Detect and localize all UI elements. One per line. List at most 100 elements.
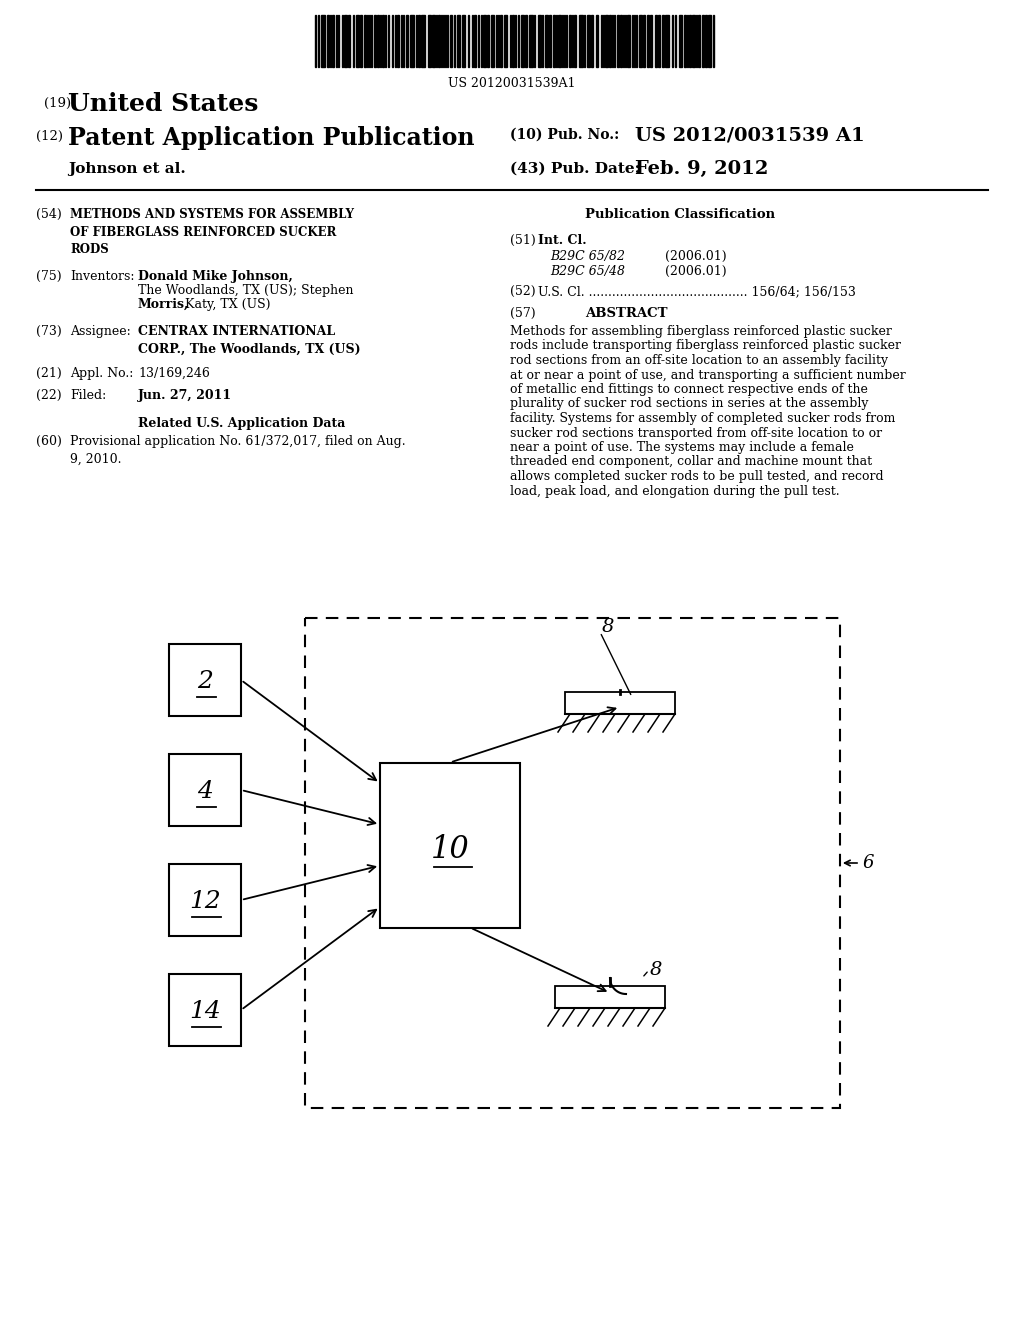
Bar (327, 15, 329, 67)
Bar (558, 15, 561, 67)
Text: Feb. 9, 2012: Feb. 9, 2012 (635, 160, 768, 178)
Bar (655, 15, 657, 67)
Text: (19): (19) (44, 96, 71, 110)
Text: (52): (52) (510, 285, 536, 298)
Bar (579, 15, 583, 67)
Bar (591, 15, 593, 67)
Text: The Woodlands, TX (US); Stephen: The Woodlands, TX (US); Stephen (138, 284, 353, 297)
Bar (587, 15, 590, 67)
Bar (428, 15, 431, 67)
Bar (462, 15, 465, 67)
Bar (432, 15, 435, 67)
Text: Morris,: Morris, (138, 298, 189, 312)
Text: 13/169,246: 13/169,246 (138, 367, 210, 380)
Bar (639, 15, 642, 67)
Text: (22): (22) (36, 389, 61, 403)
Bar (364, 15, 366, 67)
Bar (360, 15, 362, 67)
Bar (169, 754, 241, 826)
Bar (500, 15, 502, 67)
Bar (662, 15, 664, 67)
Bar (658, 15, 660, 67)
Text: US 20120031539A1: US 20120031539A1 (449, 77, 575, 90)
Bar (627, 15, 630, 67)
Bar (538, 15, 541, 67)
Bar (332, 15, 334, 67)
Text: facility. Systems for assembly of completed sucker rods from: facility. Systems for assembly of comple… (510, 412, 895, 425)
Bar (438, 15, 440, 67)
Text: 8: 8 (602, 618, 614, 636)
Text: Inventors:: Inventors: (70, 271, 134, 282)
Bar (504, 15, 507, 67)
Text: (73): (73) (36, 325, 61, 338)
Bar (553, 15, 555, 67)
Bar (487, 15, 489, 67)
Bar (521, 15, 524, 67)
Bar (574, 15, 575, 67)
Text: Katy, TX (US): Katy, TX (US) (185, 298, 270, 312)
Text: Provisional application No. 61/372,017, filed on Aug.
9, 2010.: Provisional application No. 61/372,017, … (70, 436, 406, 466)
Text: Johnson et al.: Johnson et al. (68, 162, 185, 176)
Text: 8: 8 (650, 961, 663, 979)
Bar (684, 15, 686, 67)
Bar (705, 15, 707, 67)
Bar (356, 15, 359, 67)
Text: plurality of sucker rod sections in series at the assembly: plurality of sucker rod sections in seri… (510, 397, 868, 411)
Bar (410, 15, 414, 67)
Bar (708, 15, 711, 67)
Text: 14: 14 (189, 1001, 221, 1023)
Text: of metallic end fittings to connect respective ends of the: of metallic end fittings to connect resp… (510, 383, 868, 396)
Text: Publication Classification: Publication Classification (585, 209, 775, 220)
Text: Methods for assembling fiberglass reinforced plastic sucker: Methods for assembling fiberglass reinfo… (510, 325, 892, 338)
Text: 10: 10 (431, 834, 469, 866)
Bar (382, 15, 384, 67)
Text: rod sections from an off-site location to an assembly facility: rod sections from an off-site location t… (510, 354, 888, 367)
Text: 6: 6 (862, 854, 873, 873)
Text: 4: 4 (197, 780, 213, 804)
Text: Patent Application Publication: Patent Application Publication (68, 125, 474, 150)
Bar (169, 974, 241, 1045)
Text: Donald Mike Johnson,: Donald Mike Johnson, (138, 271, 293, 282)
Text: (12): (12) (36, 129, 63, 143)
Bar (305, 618, 840, 1107)
Text: B29C 65/82: B29C 65/82 (550, 249, 625, 263)
Bar (665, 15, 669, 67)
Text: (75): (75) (36, 271, 61, 282)
Text: (2006.01): (2006.01) (665, 249, 727, 263)
Text: (21): (21) (36, 367, 61, 380)
Text: U.S. Cl. ......................................... 156/64; 156/153: U.S. Cl. ...............................… (538, 285, 856, 298)
Text: near a point of use. The systems may include a female: near a point of use. The systems may inc… (510, 441, 854, 454)
Bar (169, 865, 241, 936)
Bar (529, 15, 534, 67)
Text: rods include transporting fiberglass reinforced plastic sucker: rods include transporting fiberglass rei… (510, 339, 901, 352)
Bar (643, 15, 645, 67)
Bar (512, 15, 514, 67)
Text: 2: 2 (197, 671, 213, 693)
Text: (2006.01): (2006.01) (665, 265, 727, 279)
Text: (54): (54) (36, 209, 61, 220)
Bar (545, 15, 548, 67)
Text: 12: 12 (189, 891, 221, 913)
Bar (374, 15, 376, 67)
Text: Related U.S. Application Data: Related U.S. Application Data (138, 417, 345, 430)
Bar (377, 15, 379, 67)
Text: allows completed sucker rods to be pull tested, and record: allows completed sucker rods to be pull … (510, 470, 884, 483)
Bar (474, 15, 476, 67)
Bar (555, 986, 665, 1008)
Bar (549, 15, 551, 67)
Text: threaded end component, collar and machine mount that: threaded end component, collar and machi… (510, 455, 872, 469)
Bar (565, 692, 675, 714)
Bar (569, 15, 571, 67)
Bar (698, 15, 700, 67)
Text: (60): (60) (36, 436, 61, 447)
Text: (51): (51) (510, 234, 536, 247)
Text: (43) Pub. Date:: (43) Pub. Date: (510, 162, 640, 176)
Bar (689, 15, 691, 67)
Bar (702, 15, 705, 67)
Bar (692, 15, 695, 67)
Text: CENTRAX INTERNATIONAL
CORP., The Woodlands, TX (US): CENTRAX INTERNATIONAL CORP., The Woodlan… (138, 325, 360, 355)
Bar (620, 15, 622, 67)
Text: METHODS AND SYSTEMS FOR ASSEMBLY
OF FIBERGLASS REINFORCED SUCKER
RODS: METHODS AND SYSTEMS FOR ASSEMBLY OF FIBE… (70, 209, 354, 256)
Text: at or near a point of use, and transporting a sufficient number: at or near a point of use, and transport… (510, 368, 906, 381)
Text: (57): (57) (510, 308, 536, 319)
